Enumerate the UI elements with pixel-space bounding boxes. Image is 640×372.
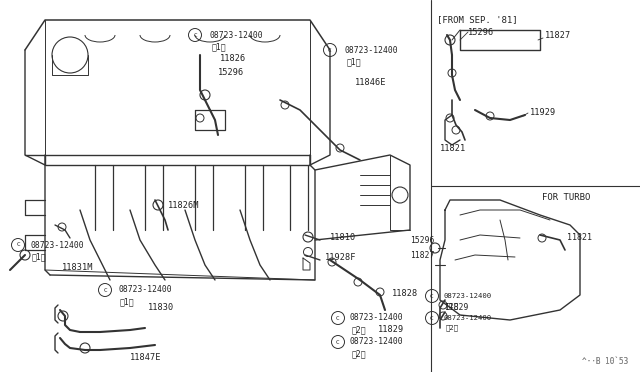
Text: 11827: 11827	[410, 251, 434, 260]
Text: 11829: 11829	[444, 304, 468, 312]
Text: 11826M: 11826M	[168, 201, 200, 209]
Text: 08723-12400: 08723-12400	[30, 241, 84, 250]
Text: 11846E: 11846E	[355, 77, 387, 87]
Text: C: C	[336, 340, 340, 344]
Text: ^··B 10`53: ^··B 10`53	[582, 357, 628, 366]
Text: （1）: （1）	[347, 58, 362, 67]
Text: （2）: （2）	[446, 325, 459, 331]
Text: 11830: 11830	[148, 304, 174, 312]
Text: C: C	[16, 243, 20, 247]
Text: C: C	[430, 315, 434, 321]
Text: 08723-12400: 08723-12400	[345, 45, 399, 55]
Text: 15296: 15296	[410, 235, 434, 244]
Text: C: C	[430, 294, 434, 298]
Text: C: C	[328, 48, 332, 52]
Text: 08723-12400: 08723-12400	[444, 293, 492, 299]
Text: （1）: （1）	[32, 253, 47, 262]
Text: 11847E: 11847E	[130, 353, 161, 362]
Text: 11928F: 11928F	[325, 253, 356, 263]
Text: 08723-12400: 08723-12400	[118, 285, 172, 295]
Text: 08723-12400: 08723-12400	[210, 31, 264, 39]
Text: （2）: （2）	[446, 303, 459, 309]
Text: 11827: 11827	[545, 31, 572, 39]
Text: 15296: 15296	[218, 67, 244, 77]
Text: 11821: 11821	[440, 144, 467, 153]
Text: 15296: 15296	[468, 28, 494, 36]
Text: [FROM SEP. '81]: [FROM SEP. '81]	[437, 15, 518, 24]
Text: C: C	[336, 315, 340, 321]
Text: （1）: （1）	[212, 42, 227, 51]
Text: 11826: 11826	[220, 54, 246, 62]
Text: 08723-12400: 08723-12400	[350, 314, 404, 323]
Text: 11828: 11828	[392, 289, 419, 298]
Text: 11831M: 11831M	[62, 263, 93, 273]
Text: ^··B 10`53: ^··B 10`53	[582, 357, 628, 366]
Text: 08723-12400: 08723-12400	[444, 315, 492, 321]
Text: 11829: 11829	[378, 326, 404, 334]
Text: （1）: （1）	[120, 298, 134, 307]
Text: 08723-12400: 08723-12400	[350, 337, 404, 346]
Text: （2）: （2）	[352, 326, 367, 334]
Text: 11810: 11810	[330, 232, 356, 241]
Text: C: C	[103, 288, 107, 292]
Text: 11821: 11821	[567, 232, 592, 241]
Text: C: C	[193, 32, 197, 38]
Text: （2）: （2）	[352, 350, 367, 359]
Text: 11929: 11929	[530, 108, 556, 116]
Text: FOR TURBO: FOR TURBO	[541, 193, 590, 202]
